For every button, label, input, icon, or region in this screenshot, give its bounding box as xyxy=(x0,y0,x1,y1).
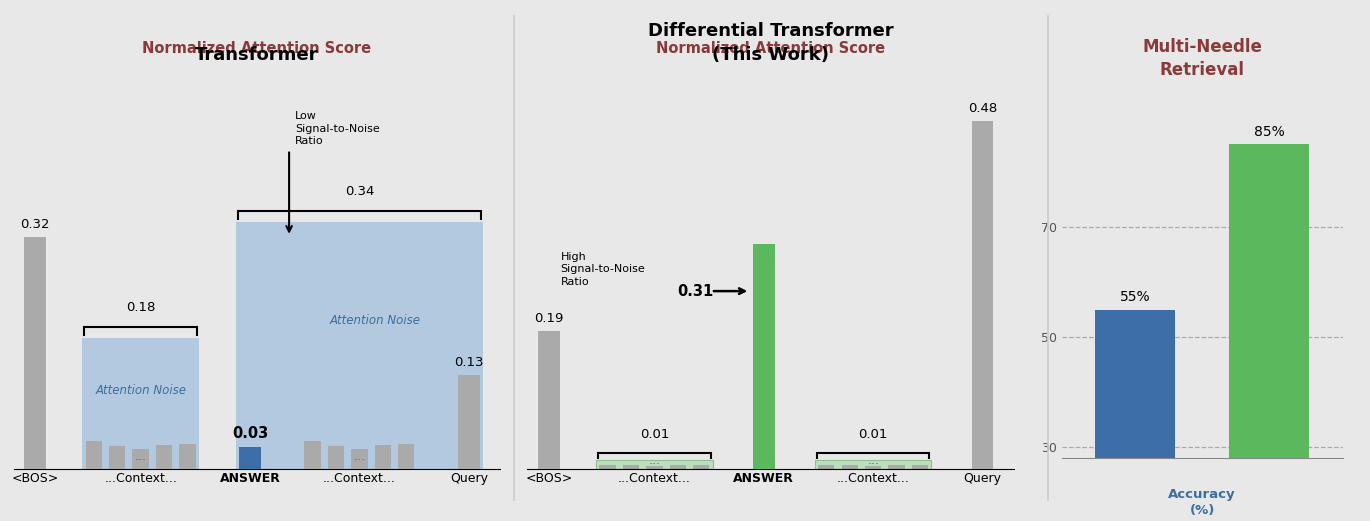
Bar xyxy=(82,338,199,469)
Bar xyxy=(458,375,480,469)
Bar xyxy=(912,465,929,469)
Text: 85%: 85% xyxy=(1254,125,1285,139)
Bar xyxy=(1095,309,1175,521)
Bar xyxy=(374,445,390,469)
Text: 0.32: 0.32 xyxy=(21,218,49,231)
Text: 0.18: 0.18 xyxy=(126,301,155,314)
Bar xyxy=(236,222,482,469)
Bar xyxy=(327,445,344,469)
Title: Transformer: Transformer xyxy=(195,46,319,64)
Text: 0.31: 0.31 xyxy=(677,283,712,299)
Text: ...: ... xyxy=(648,454,660,467)
Text: Attention Noise: Attention Noise xyxy=(330,314,421,327)
Bar xyxy=(596,460,712,469)
Bar xyxy=(351,449,367,469)
Bar xyxy=(133,449,149,469)
Text: ...: ... xyxy=(134,450,147,463)
Bar xyxy=(110,445,126,469)
Bar xyxy=(85,441,101,469)
Text: 0.01: 0.01 xyxy=(640,428,669,441)
Bar xyxy=(25,237,47,469)
Bar xyxy=(599,465,615,469)
Bar xyxy=(538,331,560,469)
Text: 0.19: 0.19 xyxy=(534,312,563,325)
Bar xyxy=(815,460,932,469)
Bar xyxy=(1229,144,1310,521)
Bar xyxy=(647,466,663,469)
Text: High
Signal-to-Noise
Ratio: High Signal-to-Noise Ratio xyxy=(560,252,645,287)
Bar xyxy=(156,445,173,469)
Text: 0.01: 0.01 xyxy=(859,428,888,441)
Bar xyxy=(304,441,321,469)
Bar xyxy=(623,465,640,469)
Title: Multi-Needle
Retrieval: Multi-Needle Retrieval xyxy=(1143,38,1262,79)
Text: Low
Signal-to-Noise
Ratio: Low Signal-to-Noise Ratio xyxy=(295,111,379,146)
Text: ...: ... xyxy=(353,450,366,463)
Text: 0.03: 0.03 xyxy=(232,426,269,441)
Bar xyxy=(399,443,415,469)
Text: Normalized Attention Score: Normalized Attention Score xyxy=(656,42,885,56)
Title: Differential Transformer
(This Work): Differential Transformer (This Work) xyxy=(648,22,893,64)
Text: 0.48: 0.48 xyxy=(969,102,997,115)
Text: 55%: 55% xyxy=(1121,290,1151,304)
Text: Attention Noise: Attention Noise xyxy=(95,384,186,397)
Bar xyxy=(179,443,196,469)
Text: Normalized Attention Score: Normalized Attention Score xyxy=(142,42,371,56)
Text: 0.34: 0.34 xyxy=(345,185,374,198)
Bar xyxy=(818,465,834,469)
Bar xyxy=(971,120,993,469)
Bar xyxy=(754,244,774,469)
Bar xyxy=(864,466,881,469)
Text: 0.13: 0.13 xyxy=(453,356,484,369)
Bar xyxy=(240,447,260,469)
Bar xyxy=(841,465,858,469)
Bar xyxy=(693,465,710,469)
Bar xyxy=(888,465,904,469)
Text: Accuracy
(%): Accuracy (%) xyxy=(1169,489,1236,517)
Text: ...: ... xyxy=(867,454,880,467)
Bar xyxy=(670,465,686,469)
